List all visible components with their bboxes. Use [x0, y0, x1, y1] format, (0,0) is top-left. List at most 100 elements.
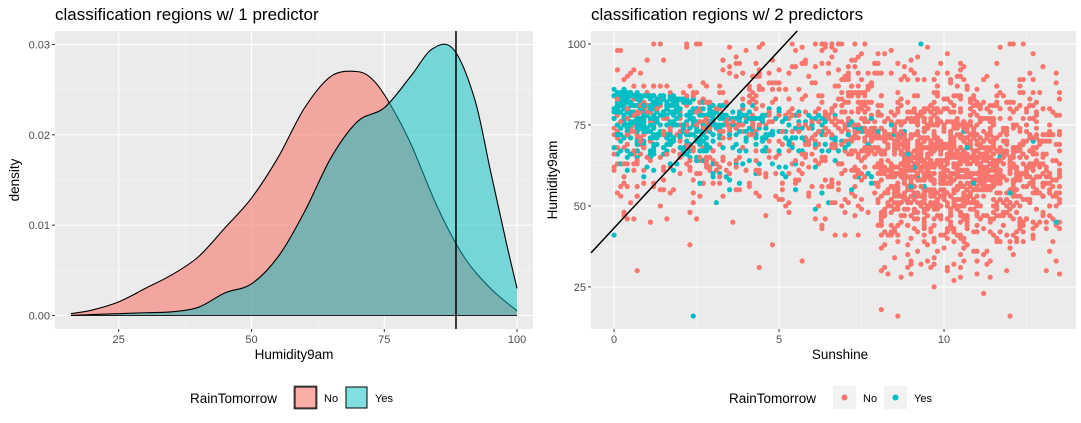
scatter-point-no [1033, 174, 1040, 180]
scatter-point-no [664, 151, 670, 157]
scatter-point-no [924, 174, 931, 180]
scatter-point-no [908, 67, 914, 73]
scatter-point-no [928, 200, 934, 206]
scatter-point-no [611, 125, 617, 131]
scatter-point-no [746, 183, 752, 190]
scatter-point-no [961, 125, 967, 131]
scatter-point-no [944, 190, 950, 196]
scatter-point-no [954, 232, 960, 238]
scatter-point-no [746, 93, 752, 99]
scatter-point-yes [710, 138, 716, 144]
scatter-point-no [1056, 225, 1063, 232]
scatter-point-no [736, 154, 743, 160]
scatter-point-no [901, 196, 908, 203]
scatter-point-no [849, 83, 855, 89]
scatter-point-no [756, 86, 762, 92]
scatter-point-no [845, 200, 851, 206]
scatter-point-yes [842, 145, 848, 151]
scatter-point-no [1000, 200, 1007, 206]
scatter-point-no [878, 112, 884, 118]
scatter-point-no [957, 157, 964, 164]
scatter-point-no [954, 203, 960, 209]
scatter-point-no [1017, 83, 1023, 89]
scatter-point-no [1027, 115, 1033, 122]
scatter-point-no [733, 54, 739, 60]
scatter-point-no [792, 64, 799, 70]
scatter-point-no [957, 251, 964, 258]
scatter-point-no [882, 242, 888, 248]
scatter-point-no [951, 229, 957, 235]
scatter-point-no [819, 99, 825, 105]
scatter-point-no [931, 164, 937, 170]
scatter-point-no [888, 161, 894, 167]
scatter-point-no [957, 235, 964, 241]
scatter-point-no [888, 196, 894, 203]
scatter-point-no [1010, 216, 1016, 222]
scatter-point-no [779, 128, 785, 135]
scatter-point-no [878, 245, 884, 251]
scatter-point-no [928, 229, 934, 235]
scatter-point-no [849, 109, 855, 115]
left-x-tick-label: 75 [378, 334, 390, 346]
scatter-point-no [717, 141, 723, 147]
scatter-point-no [934, 93, 941, 99]
scatter-point-no [835, 67, 842, 73]
scatter-point-no [964, 222, 970, 228]
scatter-point-no [842, 167, 848, 173]
scatter-point-no [957, 135, 964, 141]
scatter-point-no [839, 128, 845, 135]
scatter-point-no [915, 209, 921, 215]
scatter-point-no [895, 164, 901, 170]
scatter-point-no [921, 225, 927, 232]
scatter-point-no [987, 109, 993, 115]
scatter-point-no [660, 177, 667, 183]
scatter-point-no [957, 145, 964, 151]
scatter-point-no [984, 167, 990, 173]
scatter-point-no [911, 115, 917, 122]
scatter-point-no [977, 216, 983, 222]
scatter-point-no [839, 141, 845, 147]
scatter-point-no [1040, 64, 1046, 70]
scatter-point-no [938, 60, 944, 66]
right-y-tick-label: 25 [574, 282, 586, 294]
scatter-point-no [842, 99, 848, 105]
scatter-point-no [855, 170, 861, 177]
scatter-point-no [967, 183, 974, 190]
scatter-point-yes [816, 112, 822, 118]
scatter-point-no [875, 60, 881, 66]
scatter-point-no [812, 157, 818, 164]
scatter-point-no [964, 128, 970, 135]
right-legend-swatch-yes [892, 394, 899, 401]
scatter-point-yes [743, 119, 749, 125]
scatter-point-no [928, 177, 934, 183]
scatter-point-no [888, 183, 894, 190]
scatter-point-no [637, 138, 644, 144]
scatter-point-no [872, 164, 878, 170]
scatter-point-no [631, 67, 637, 73]
scatter-point-no [750, 132, 756, 138]
scatter-point-yes [756, 161, 762, 167]
scatter-point-no [928, 264, 934, 271]
left-y-axis-label: density [7, 158, 22, 201]
scatter-point-no [878, 177, 884, 183]
scatter-point-no [951, 261, 957, 267]
density-area-yes [70, 44, 518, 316]
scatter-point-no [1007, 206, 1013, 212]
scatter-point-no [819, 225, 825, 232]
right-legend-label-yes: Yes [914, 393, 932, 405]
scatter-point-yes [651, 148, 657, 154]
scatter-point-no [915, 248, 921, 254]
scatter-point-no [997, 229, 1003, 235]
scatter-point-no [829, 44, 835, 50]
scatter-point-no [634, 183, 640, 190]
scatter-point-no [792, 47, 799, 54]
scatter-point-no [707, 99, 713, 105]
scatter-point-yes [707, 145, 713, 151]
scatter-point-no [664, 83, 670, 89]
scatter-point-no [1033, 132, 1040, 138]
scatter-point-no [901, 145, 908, 151]
scatter-point-no [858, 148, 865, 154]
scatter-point-no [858, 177, 865, 183]
scatter-point-no [1000, 138, 1007, 144]
scatter-point-no [987, 102, 993, 109]
